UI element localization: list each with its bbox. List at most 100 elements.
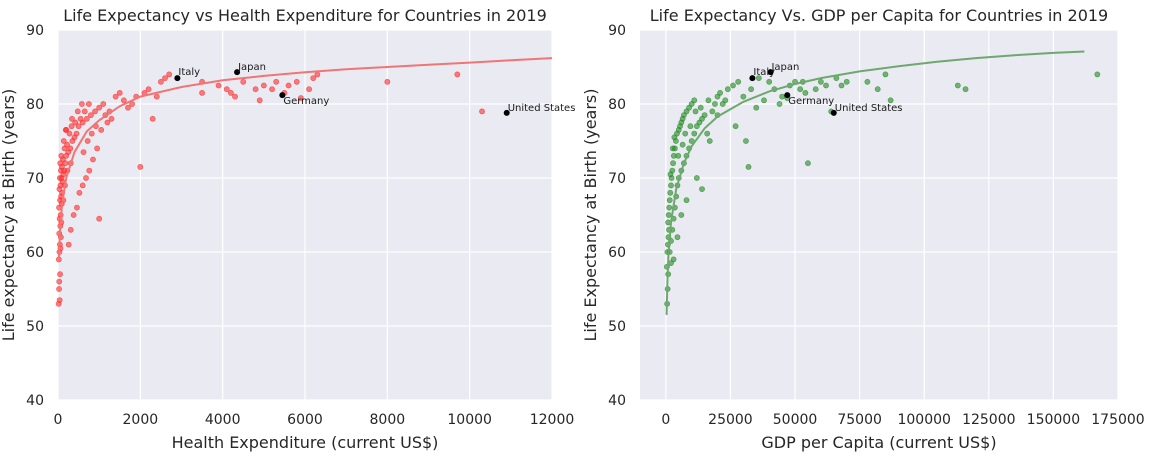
data-point bbox=[675, 152, 682, 159]
data-point bbox=[166, 71, 173, 78]
data-point bbox=[285, 82, 292, 89]
data-point bbox=[712, 101, 718, 107]
data-point bbox=[73, 130, 80, 137]
data-point bbox=[116, 90, 123, 96]
x-tick-label: 150000 bbox=[1027, 412, 1080, 428]
data-point bbox=[94, 145, 101, 152]
data-point bbox=[74, 108, 81, 115]
data-point bbox=[668, 182, 674, 189]
y-tick-label: 40 bbox=[608, 393, 626, 409]
highlight-label: Germany bbox=[283, 96, 329, 107]
data-point bbox=[104, 119, 111, 126]
x-tick-label: 125000 bbox=[962, 412, 1015, 428]
chart-title: Life Expectancy vs Health Expenditure fo… bbox=[63, 6, 547, 25]
data-point bbox=[666, 197, 673, 204]
data-point bbox=[80, 149, 87, 155]
data-point bbox=[199, 90, 205, 96]
data-point bbox=[88, 130, 95, 137]
data-point bbox=[755, 75, 762, 81]
data-point bbox=[252, 86, 259, 93]
highlight-point bbox=[784, 92, 791, 99]
data-point bbox=[77, 115, 84, 122]
data-point bbox=[776, 101, 783, 107]
data-point bbox=[679, 141, 686, 148]
data-point bbox=[740, 93, 747, 100]
data-point bbox=[678, 212, 685, 218]
data-point bbox=[58, 152, 65, 159]
chart-panel-1: 0 2000 4000 6000 8000 10000 12000 40 50 60 70 80 90 L… bbox=[0, 6, 575, 452]
data-point bbox=[705, 97, 712, 104]
chart-panel-2: 0 25000 50000 75000 100000 125000 150000 175000… bbox=[581, 6, 1145, 452]
x-axis-label: Health Expenditure (current US$) bbox=[172, 433, 439, 452]
data-point bbox=[674, 234, 681, 241]
data-point bbox=[65, 241, 72, 248]
y-tick-label: 70 bbox=[26, 171, 44, 187]
data-point bbox=[69, 115, 75, 122]
y-tick-label: 90 bbox=[608, 23, 626, 39]
data-point bbox=[98, 126, 105, 133]
chart-title: Life Expectancy Vs. GDP per Capita for C… bbox=[650, 6, 1108, 25]
data-point bbox=[709, 108, 716, 115]
data-point bbox=[293, 78, 300, 85]
data-point bbox=[96, 104, 103, 111]
data-point bbox=[153, 93, 160, 100]
data-point bbox=[232, 93, 238, 100]
data-point bbox=[665, 212, 672, 218]
x-tick-label: 175000 bbox=[1091, 412, 1144, 428]
data-point bbox=[162, 75, 168, 81]
data-point bbox=[805, 160, 811, 167]
data-point bbox=[812, 86, 819, 93]
data-point bbox=[306, 86, 313, 93]
data-point bbox=[669, 145, 676, 152]
data-point bbox=[753, 104, 760, 111]
data-point bbox=[137, 163, 144, 170]
x-tick-label: 6000 bbox=[287, 412, 323, 428]
data-point bbox=[227, 90, 234, 96]
data-point bbox=[717, 90, 723, 96]
y-tick-label: 80 bbox=[26, 97, 44, 113]
highlight-label: United States bbox=[508, 103, 576, 114]
data-point bbox=[273, 78, 280, 85]
data-point bbox=[108, 115, 115, 122]
data-point bbox=[60, 138, 67, 144]
highlight-point bbox=[503, 109, 510, 116]
highlight-label: United States bbox=[835, 103, 903, 114]
plot-area bbox=[640, 30, 1118, 400]
y-tick-label: 50 bbox=[26, 319, 44, 335]
x-tick-label: 75000 bbox=[837, 412, 882, 428]
data-point bbox=[120, 97, 127, 104]
data-point bbox=[761, 97, 767, 104]
data-point bbox=[74, 204, 80, 211]
data-point bbox=[691, 130, 698, 137]
data-point bbox=[83, 175, 89, 181]
data-point bbox=[314, 71, 321, 78]
fit-curve bbox=[665, 50, 1085, 315]
data-point bbox=[666, 204, 673, 211]
x-tick-label: 2000 bbox=[123, 412, 159, 428]
data-point bbox=[269, 86, 275, 93]
data-point bbox=[671, 134, 678, 141]
data-point bbox=[874, 86, 881, 93]
data-point bbox=[84, 138, 91, 144]
data-point bbox=[692, 108, 699, 115]
data-point bbox=[962, 86, 969, 93]
data-point bbox=[72, 119, 79, 126]
data-point bbox=[56, 278, 63, 285]
data-point bbox=[85, 101, 92, 107]
data-point bbox=[81, 108, 88, 115]
data-point bbox=[240, 78, 247, 85]
x-axis-label: GDP per Capita (current US$) bbox=[761, 433, 996, 452]
data-point bbox=[56, 297, 63, 303]
data-point bbox=[145, 86, 152, 93]
highlight-point bbox=[279, 92, 286, 99]
data-point bbox=[745, 163, 752, 170]
data-point bbox=[682, 130, 689, 137]
data-point bbox=[887, 97, 894, 104]
data-point bbox=[92, 108, 98, 115]
highlight-label: Japan bbox=[237, 62, 266, 73]
y-tick-label: 70 bbox=[608, 171, 626, 187]
x-tick-label: 25000 bbox=[708, 412, 753, 428]
data-point bbox=[722, 97, 729, 104]
